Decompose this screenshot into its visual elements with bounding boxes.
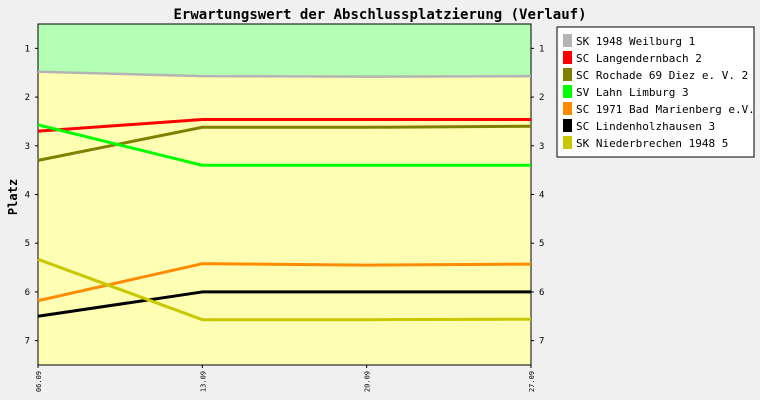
x-tick-label: 06.09	[35, 371, 43, 392]
y-tick-label-right: 4	[539, 191, 544, 201]
y-tick-label: 6	[25, 288, 30, 298]
legend-label: SV Lahn Limburg 3	[576, 86, 689, 99]
legend-swatch	[563, 102, 572, 115]
legend-swatch	[563, 68, 572, 81]
y-tick-label-right: 5	[539, 239, 544, 249]
zone-green	[38, 24, 531, 77]
legend-swatch	[563, 34, 572, 47]
legend-swatch	[563, 119, 572, 132]
legend-swatch	[563, 51, 572, 64]
legend-label: SC Lindenholzhausen 3	[576, 120, 715, 133]
y-tick-label: 2	[25, 93, 30, 103]
y-tick-label: 1	[25, 44, 30, 54]
series-line	[37, 123, 531, 167]
series-line	[37, 290, 531, 318]
y-tick-label-right: 7	[539, 337, 544, 347]
y-tick-label: 3	[25, 142, 30, 152]
legend-label: SC Rochade 69 Diez e. V. 2	[576, 69, 748, 82]
plot-area: 1 1 2 2 3 3 4 4 5 5 6 6 7 7 06.09 13.09 20.09 27.09	[25, 23, 544, 392]
legend-swatch	[563, 136, 572, 149]
y-axis-label: Platz	[6, 179, 20, 215]
y-tick-label-right: 6	[539, 288, 544, 298]
legend-label: SC 1971 Bad Marienberg e.V. 2	[576, 103, 760, 116]
series-line	[37, 262, 532, 303]
series-line	[37, 70, 532, 78]
legend-swatch	[563, 85, 572, 98]
chart-title: Erwartungswert der Abschlussplatzierung …	[173, 7, 586, 23]
series-line	[37, 117, 531, 133]
y-tick-label-right: 3	[539, 142, 544, 152]
legend-label: SK Niederbrechen 1948 5	[576, 137, 728, 150]
y-tick-label-right: 2	[539, 93, 544, 103]
y-tick-label: 7	[25, 337, 30, 347]
y-tick-label: 4	[25, 191, 30, 201]
legend-label: SC Langendernbach 2	[576, 52, 702, 65]
x-tick-label: 20.09	[364, 371, 372, 392]
legend: SK 1948 Weilburg 1 SC Langendernbach 2 SC …	[556, 26, 760, 158]
legend-box	[556, 26, 755, 158]
series-line	[37, 257, 532, 322]
y-tick-label: 5	[25, 239, 30, 249]
y-tick-label-right: 1	[539, 44, 544, 54]
x-tick-label: 27.09	[528, 371, 536, 392]
legend-label: SK 1948 Weilburg 1	[576, 35, 695, 48]
x-tick-label: 13.09	[199, 371, 207, 392]
